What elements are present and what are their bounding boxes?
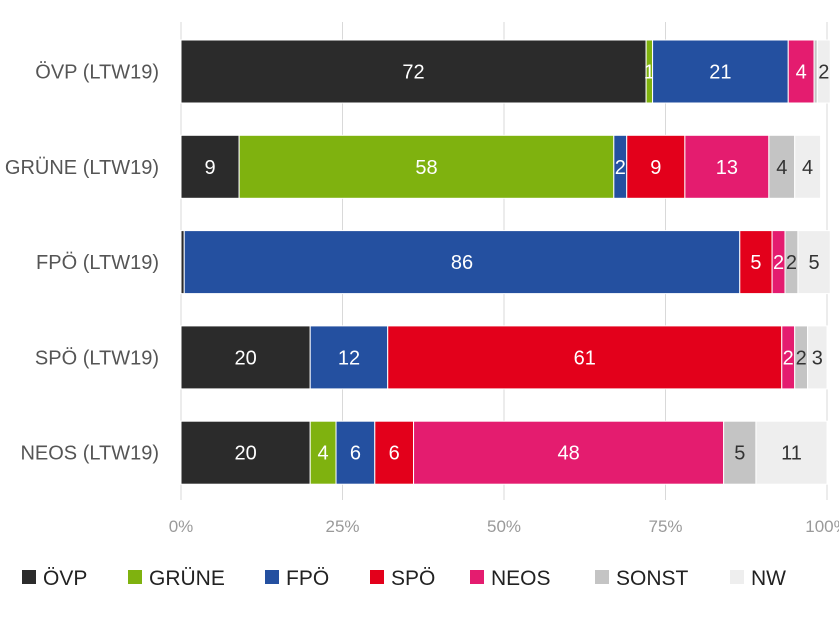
bar-segment [183, 230, 741, 295]
bar-segment [816, 39, 831, 104]
data-label: 2 [796, 347, 807, 369]
data-label: 61 [574, 347, 596, 369]
data-label: 9 [205, 157, 216, 179]
bar-segment [652, 39, 789, 104]
x-tick-label: 25% [325, 517, 359, 536]
data-label: 2 [783, 347, 794, 369]
legend-swatch [730, 570, 744, 584]
bar-segment [413, 420, 725, 485]
bar-segment [180, 325, 311, 390]
data-label: 58 [415, 157, 437, 179]
legend-label: ÖVP [43, 567, 87, 590]
legend-label: NEOS [491, 567, 551, 590]
bar-segment [180, 420, 311, 485]
data-label: 6 [389, 443, 400, 465]
category-label: ÖVP (LTW19) [35, 62, 159, 84]
data-label: 3 [812, 347, 823, 369]
data-label: 2 [773, 252, 784, 274]
data-label: 5 [750, 252, 761, 274]
data-label: 12 [338, 347, 360, 369]
data-label: 2 [818, 62, 829, 84]
bar-segment [238, 134, 615, 199]
bar-segment [807, 325, 828, 390]
x-axis-tick-labels: 0% 25% 50% 75% 100% [169, 517, 839, 536]
bar-segment [787, 39, 815, 104]
category-label: GRÜNE (LTW19) [5, 157, 159, 179]
data-label: 48 [557, 443, 579, 465]
data-label: 2 [615, 157, 626, 179]
legend-label: GRÜNE [149, 567, 225, 590]
bar-segment [374, 420, 415, 485]
bar-segment [387, 325, 783, 390]
data-label: 20 [234, 443, 256, 465]
bar-segment [180, 134, 240, 199]
category-label: SPÖ (LTW19) [35, 347, 159, 369]
bar-segment [309, 325, 389, 390]
data-label: 4 [802, 157, 813, 179]
bar-segment [684, 134, 770, 199]
legend-swatch [128, 570, 142, 584]
legend-label: FPÖ [286, 567, 329, 590]
data-label: 72 [402, 62, 424, 84]
category-label: NEOS (LTW19) [20, 443, 159, 465]
legend-swatch [370, 570, 384, 584]
bars: 72 1 21 4 29 58 2 9 13 4 486 5 2 2 520 12 61 2 2 320 4 6 6 48 5 1… [180, 39, 831, 485]
data-label: 4 [796, 62, 807, 84]
data-label: 9 [650, 157, 661, 179]
legend-label: SPÖ [391, 567, 435, 590]
bar-segment [755, 420, 828, 485]
data-label: 4 [776, 157, 787, 179]
data-label: 5 [734, 443, 745, 465]
x-tick-label: 0% [169, 517, 194, 536]
data-label: 2 [786, 252, 797, 274]
bar-segment [794, 134, 822, 199]
data-label: 86 [451, 252, 473, 274]
legend-swatch [265, 570, 279, 584]
data-label: 1 [644, 62, 655, 84]
legend-swatch [470, 570, 484, 584]
bar-segment [180, 39, 647, 104]
x-tick-label: 100% [805, 517, 839, 536]
legend: ÖVP GRÜNE FPÖ SPÖ NEOS SONST NW [22, 567, 786, 590]
legend-swatch [22, 570, 36, 584]
data-label: 20 [234, 347, 256, 369]
category-labels: ÖVP (LTW19) GRÜNE (LTW19) FPÖ (LTW19) SPÖ (… [5, 62, 159, 465]
bar-segment [723, 420, 757, 485]
legend-swatch [595, 570, 609, 584]
data-label: 13 [716, 157, 738, 179]
category-label: FPÖ (LTW19) [36, 252, 159, 274]
bar-segment [626, 134, 686, 199]
bar-segment [768, 134, 796, 199]
data-label: 4 [318, 443, 329, 465]
legend-label: NW [751, 567, 786, 590]
data-label: 6 [350, 443, 361, 465]
x-tick-label: 50% [487, 517, 521, 536]
x-tick-label: 75% [648, 517, 682, 536]
data-label: 21 [709, 62, 731, 84]
legend-label: SONST [616, 567, 689, 590]
data-label: 5 [809, 252, 820, 274]
bar-segment [309, 420, 337, 485]
data-label: 11 [781, 443, 802, 465]
bar-segment [797, 230, 831, 295]
